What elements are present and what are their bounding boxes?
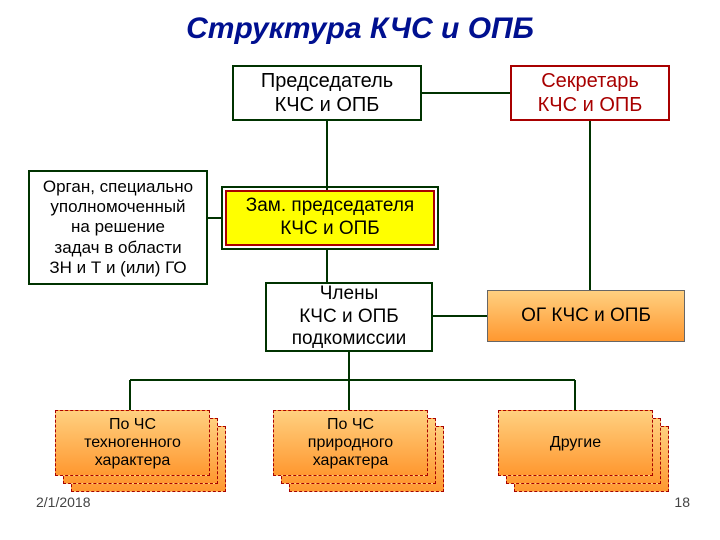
node-organ: Орган, специальноуполномоченныйна решени… [28, 170, 208, 285]
footer-date: 2/1/2018 [36, 494, 91, 510]
node-chair: ПредседательКЧС и ОПБ [232, 65, 422, 121]
node-secretary: СекретарьКЧС и ОПБ [510, 65, 670, 121]
page-title: Структура КЧС и ОПБ [0, 12, 720, 46]
stack-card-front: Другие [498, 410, 653, 476]
footer-page: 18 [674, 494, 690, 510]
node-og: ОГ КЧС и ОПБ [487, 290, 685, 342]
stack-card-front: По ЧСтехногенногохарактера [55, 410, 210, 476]
node-members: ЧленыКЧС и ОПБподкомиссии [265, 282, 433, 352]
node-deputy: Зам. председателяКЧС и ОПБ [225, 190, 435, 246]
stack-card-front: По ЧСприродногохарактера [273, 410, 428, 476]
